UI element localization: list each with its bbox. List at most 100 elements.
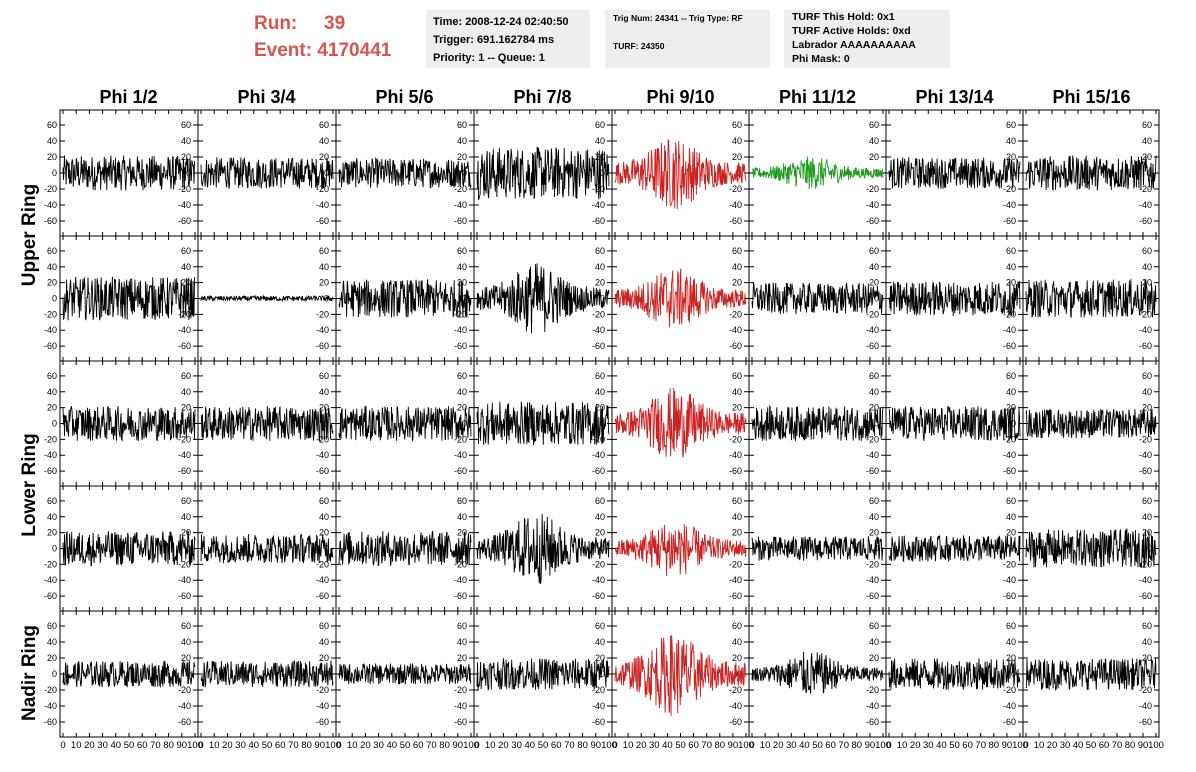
ytick-label-left: 20 <box>47 278 57 288</box>
column-header-6: Phi 11/12 <box>778 87 857 107</box>
ytick-label-right: 60 <box>869 371 879 381</box>
ytick-label-left: 20 <box>47 152 57 162</box>
ytick-label-right: -40 <box>1003 575 1016 585</box>
ytick-label-right: 20 <box>1006 528 1016 538</box>
ytick-label-right: 20 <box>869 403 879 413</box>
xtick-label: 50 <box>262 740 273 751</box>
ytick-label-right: 0 <box>874 294 879 304</box>
ytick-label-right: 60 <box>732 246 742 256</box>
ytick-label-right: -40 <box>178 325 191 335</box>
ytick-label-right: 40 <box>1142 136 1152 146</box>
xtick-label: 100 <box>1148 740 1164 751</box>
ytick-label-right: -60 <box>454 216 467 226</box>
ytick-label-right: -20 <box>1139 184 1152 194</box>
ytick-label-right: 20 <box>319 528 329 538</box>
ytick-label-right: 60 <box>457 120 467 130</box>
xtick-label: 90 <box>453 740 464 751</box>
xtick-label: 50 <box>1086 740 1097 751</box>
xtick-label: 20 <box>222 740 233 751</box>
ytick-label-right: 60 <box>869 621 879 631</box>
ytick-label-left: -40 <box>44 701 57 711</box>
ytick-label-right: -20 <box>1139 559 1152 569</box>
ytick-label-right: -60 <box>592 216 605 226</box>
xtick-label: 100 <box>1012 740 1028 751</box>
ytick-label-right: -40 <box>316 701 329 711</box>
ytick-label-right: 60 <box>457 246 467 256</box>
xtick-label: 40 <box>249 740 260 751</box>
ytick-label-right: 40 <box>319 387 329 397</box>
xtick-label: 60 <box>413 740 424 751</box>
ytick-label-right: -20 <box>1003 559 1016 569</box>
xtick-label: 10 <box>347 740 358 751</box>
ytick-label-right: 20 <box>457 152 467 162</box>
ytick-label-right: 40 <box>1142 387 1152 397</box>
panel-r2-c4: -60 -40 -20 0 20 40 60 <box>473 235 613 362</box>
ytick-label-right: 20 <box>869 528 879 538</box>
xtick-label: 100 <box>187 740 203 751</box>
ytick-label-left: -40 <box>44 575 57 585</box>
run-event-title: Run: 39 Event: 4170441 <box>254 10 391 64</box>
ytick-label-right: -60 <box>1003 466 1016 476</box>
ytick-label-right: -20 <box>316 685 329 695</box>
waveform-trace <box>751 404 884 441</box>
ytick-label-right: 60 <box>595 120 605 130</box>
ytick-label-right: -40 <box>178 450 191 460</box>
ytick-label-right: -60 <box>316 466 329 476</box>
ytick-label-right: 40 <box>869 387 879 397</box>
ytick-label-right: 40 <box>181 136 191 146</box>
ytick-label-left: 0 <box>52 419 57 429</box>
xtick-label: 40 <box>387 740 398 751</box>
xtick-label: 0 <box>886 740 891 751</box>
xtick-label: 20 <box>773 740 784 751</box>
xtick-label: 60 <box>275 740 286 751</box>
xtick-label: 30 <box>511 740 522 751</box>
xtick-label: 30 <box>649 740 660 751</box>
ytick-label-right: 20 <box>1006 278 1016 288</box>
ytick-label-right: 40 <box>1006 387 1016 397</box>
ytick-label-right: 20 <box>1006 152 1016 162</box>
waveform-trace <box>614 387 747 458</box>
ytick-label-left: 60 <box>47 120 57 130</box>
ytick-label-right: -20 <box>316 309 329 319</box>
ytick-label-right: 60 <box>595 246 605 256</box>
ytick-label-right: 40 <box>1142 637 1152 647</box>
xtick-label: 60 <box>551 740 562 751</box>
xtick-label: 20 <box>498 740 509 751</box>
xtick-label: 80 <box>163 740 174 751</box>
ytick-label-right: 60 <box>1142 246 1152 256</box>
ytick-label-right: -60 <box>178 591 191 601</box>
time-text: Time: 2008-12-24 02:40:50 <box>433 16 569 28</box>
xtick-label: 40 <box>1073 740 1084 751</box>
ytick-label-right: -60 <box>1139 466 1152 476</box>
xtick-label: 80 <box>577 740 588 751</box>
ytick-label-right: 40 <box>1006 262 1016 272</box>
column-header-4: Phi 7/8 <box>513 87 572 107</box>
ytick-label-right: 40 <box>181 262 191 272</box>
ytick-label-right: 40 <box>732 387 742 397</box>
xtick-label: 0 <box>60 740 65 751</box>
ytick-label-left: -60 <box>44 341 57 351</box>
waveform-trace <box>1025 155 1157 192</box>
waveform-trace <box>614 635 747 716</box>
ytick-label-right: 20 <box>869 152 879 162</box>
ytick-label-right: -40 <box>178 200 191 210</box>
ytick-label-right: 60 <box>1006 621 1016 631</box>
waveform-trace <box>200 406 334 443</box>
waveform-trace <box>614 268 747 328</box>
ytick-label-right: 60 <box>457 496 467 506</box>
ytick-label-left: 0 <box>52 168 57 178</box>
ytick-label-right: 20 <box>732 278 742 288</box>
ytick-label-right: 60 <box>1142 371 1152 381</box>
ytick-label-right: -60 <box>729 591 742 601</box>
turf-text: TURF: 24350 <box>613 41 665 51</box>
xtick-label: 70 <box>150 740 161 751</box>
ytick-label-right: -40 <box>1003 450 1016 460</box>
ytick-label-right: -40 <box>729 575 742 585</box>
ytick-label-right: 60 <box>457 371 467 381</box>
waveform-trace <box>614 138 747 210</box>
xtick-label: 60 <box>962 740 973 751</box>
